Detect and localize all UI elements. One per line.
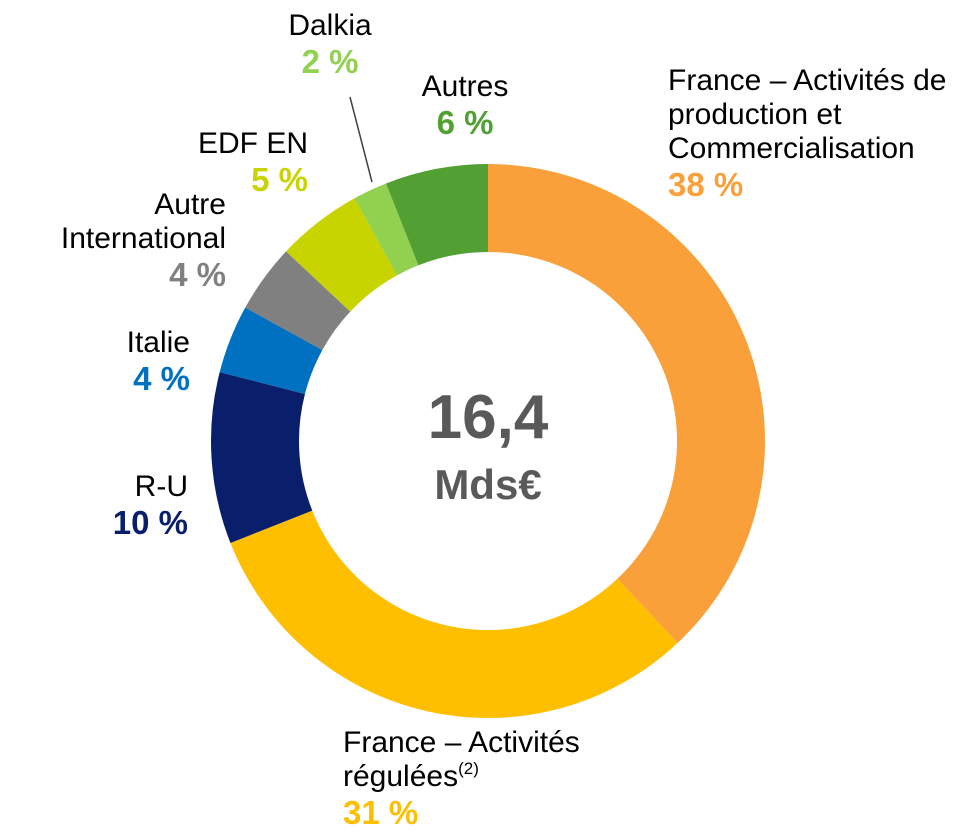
value-label: 4 % — [169, 256, 226, 293]
segment-label: France – Activités de production et Comm… — [668, 64, 953, 204]
category-name: France – Activités régulées — [343, 726, 580, 793]
donut-segment — [219, 307, 323, 394]
category-name: Italie — [126, 326, 190, 359]
donut-segment — [245, 251, 351, 350]
category-name: EDF EN — [197, 127, 308, 160]
donut-segment — [230, 510, 678, 719]
donut-segment — [386, 164, 488, 266]
donut-segment — [488, 164, 765, 643]
category-name: Autre International — [60, 188, 226, 255]
value-label: 4 % — [133, 360, 190, 397]
value-label: 10 % — [112, 504, 188, 541]
value-label: 31 % — [343, 794, 419, 831]
donut-segment — [286, 198, 397, 312]
leader-line — [349, 96, 373, 183]
segment-label: Autre International 4 % — [26, 188, 226, 294]
value-label: 5 % — [251, 161, 308, 198]
segment-label: Italie 4 % — [0, 326, 190, 398]
category-name: Autres — [421, 70, 509, 103]
segment-label: Autres 6 % — [365, 70, 565, 142]
segment-label: EDF EN 5 % — [108, 127, 308, 199]
center-unit: Mds€ — [434, 461, 542, 508]
value-label: 2 % — [301, 43, 359, 80]
category-name: Dalkia — [288, 9, 372, 42]
segment-label: Dalkia 2 % — [230, 9, 430, 81]
category-name: R-U — [134, 470, 188, 503]
segment-label: France – Activités régulées(2) 31 % — [343, 726, 633, 832]
segment-label: R-U 10 % — [0, 470, 188, 542]
category-name: France – Activités de production et Comm… — [668, 64, 947, 165]
donut-segment — [354, 183, 419, 276]
footnote: (2) — [458, 759, 479, 778]
value-label: 6 % — [436, 104, 494, 141]
center-value: 16,4 — [427, 383, 549, 452]
donut-segment — [210, 372, 313, 543]
value-label: 38 % — [668, 166, 744, 203]
